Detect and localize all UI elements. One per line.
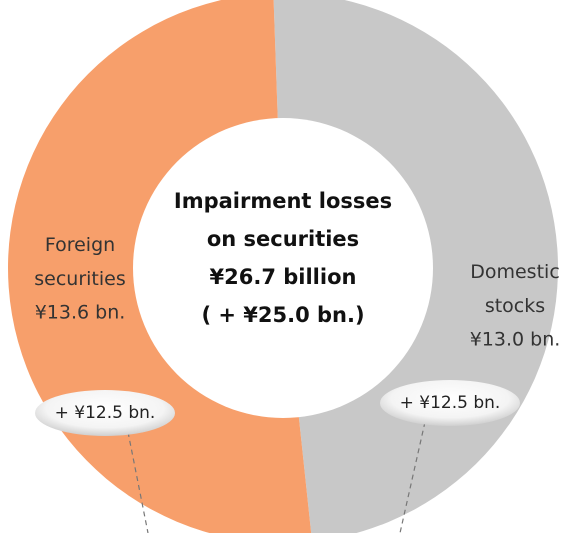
- change-label: + ¥12.5 bn.: [55, 403, 156, 423]
- value-label: ¥13.6 bn.: [35, 302, 126, 324]
- center-text: Impairment losses: [174, 189, 392, 213]
- value-label: ¥13.0 bn.: [470, 329, 561, 351]
- center-text: ¥26.7 billion: [210, 265, 357, 289]
- change-pill: [35, 390, 175, 436]
- leader-line: [127, 431, 149, 534]
- category-label: Domestic stocks: [470, 261, 560, 317]
- donut-hole: [133, 118, 433, 418]
- leader-line: [399, 421, 426, 534]
- change-pill: [380, 380, 520, 426]
- center-text: ( + ¥25.0 bn.): [201, 303, 364, 327]
- change-label: + ¥12.5 bn.: [400, 393, 501, 413]
- category-label: Foreign securities: [34, 234, 125, 290]
- center-text: on securities: [207, 227, 359, 251]
